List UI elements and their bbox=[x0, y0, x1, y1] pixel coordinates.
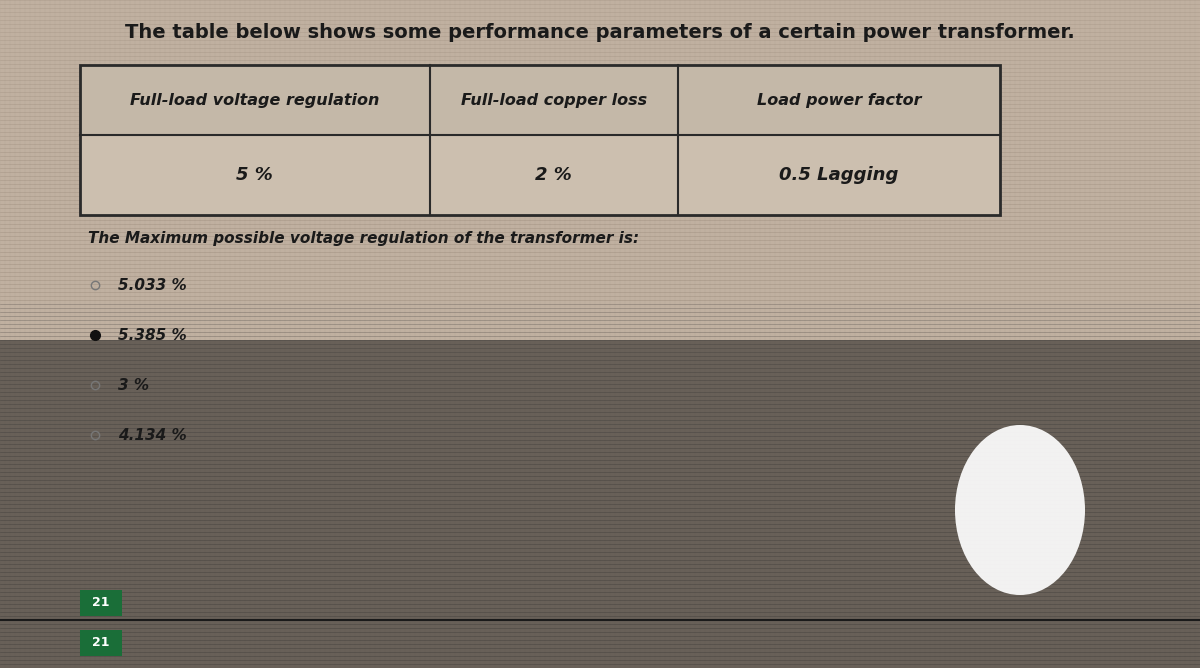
Text: 5.385 %: 5.385 % bbox=[118, 327, 187, 343]
Bar bbox=[80, 590, 122, 616]
Text: 4.134 %: 4.134 % bbox=[118, 428, 187, 442]
Bar bbox=[80, 135, 1000, 215]
Text: The Maximum possible voltage regulation of the transformer is:: The Maximum possible voltage regulation … bbox=[88, 230, 640, 246]
Text: 21: 21 bbox=[92, 597, 109, 609]
Bar bbox=[80, 65, 1000, 215]
Text: 21: 21 bbox=[92, 637, 109, 649]
Text: The table below shows some performance parameters of a certain power transformer: The table below shows some performance p… bbox=[125, 23, 1075, 41]
Bar bbox=[0, 340, 1200, 668]
Bar bbox=[80, 630, 122, 656]
Bar bbox=[80, 65, 1000, 135]
Text: Full-load voltage regulation: Full-load voltage regulation bbox=[130, 92, 379, 108]
Text: Load power factor: Load power factor bbox=[757, 92, 922, 108]
Text: 2 %: 2 % bbox=[535, 166, 572, 184]
Text: 5 %: 5 % bbox=[236, 166, 274, 184]
Text: 3 %: 3 % bbox=[118, 377, 149, 393]
Bar bbox=[0, 0, 1200, 340]
Ellipse shape bbox=[955, 425, 1085, 595]
Text: 5.033 %: 5.033 % bbox=[118, 277, 187, 293]
Text: Full-load copper loss: Full-load copper loss bbox=[461, 92, 647, 108]
Text: 0.5 Lagging: 0.5 Lagging bbox=[779, 166, 899, 184]
